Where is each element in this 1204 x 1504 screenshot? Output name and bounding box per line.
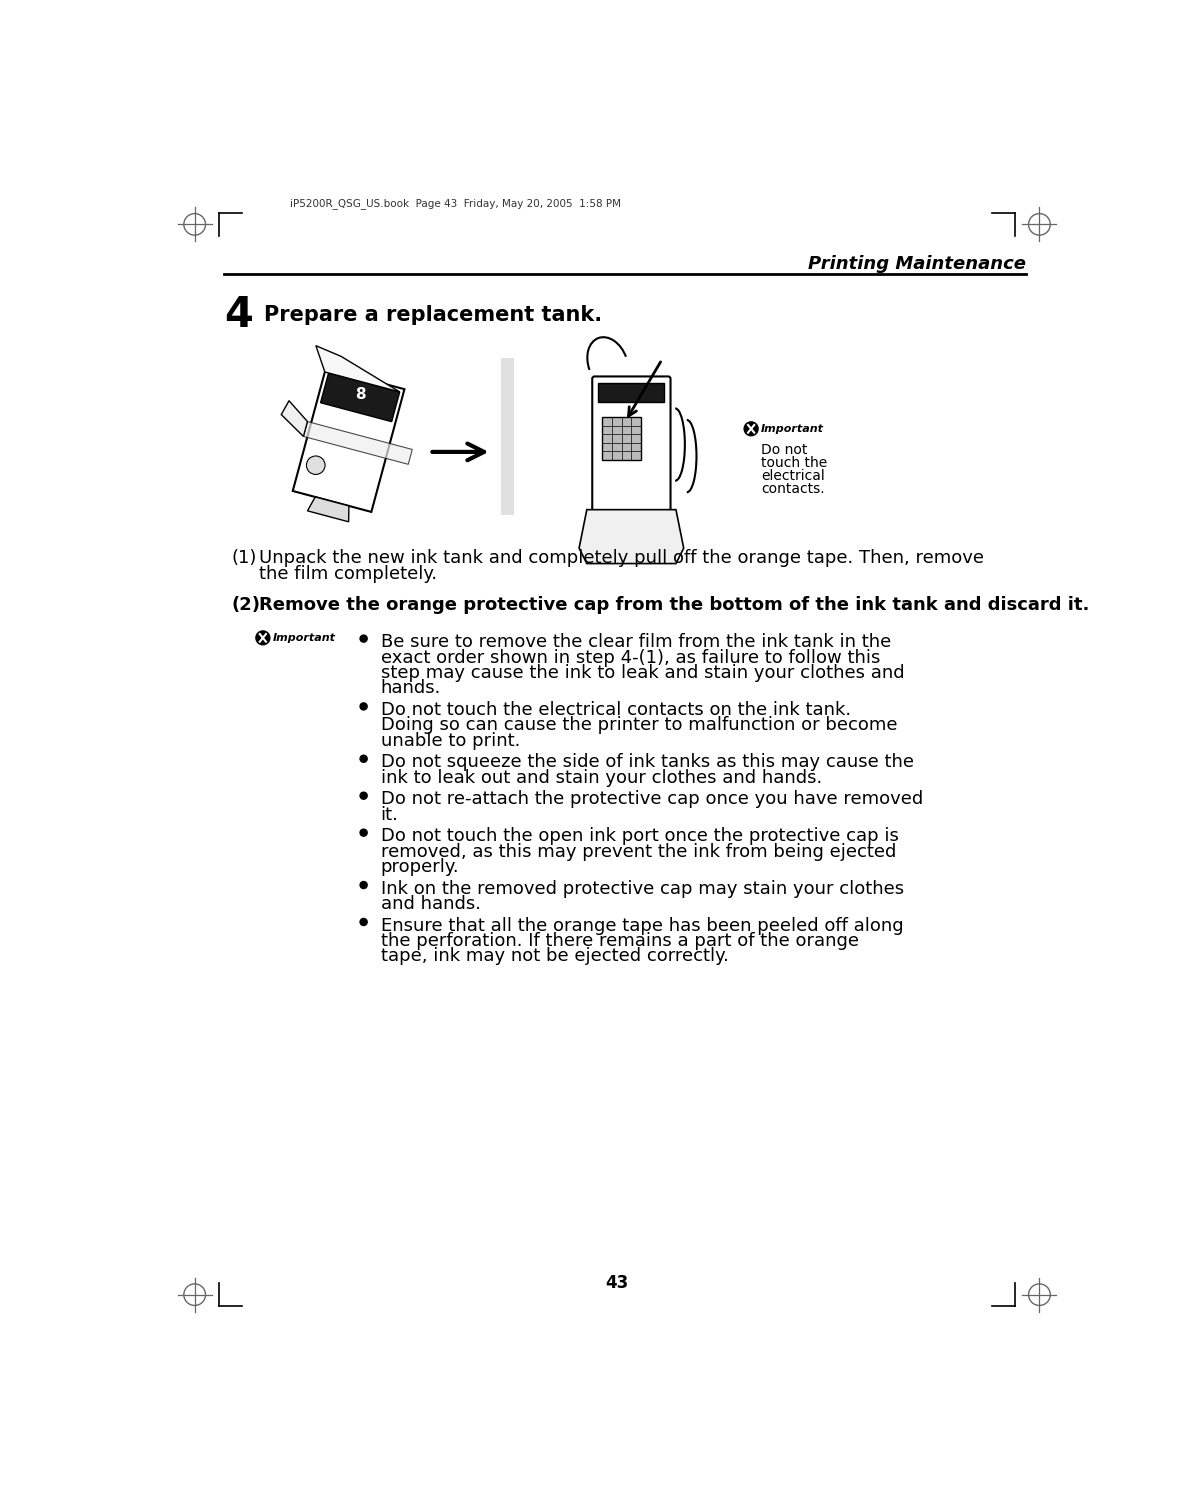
Circle shape [359, 702, 368, 710]
Text: Important: Important [761, 424, 825, 433]
Text: Ensure that all the orange tape has been peeled off along: Ensure that all the orange tape has been… [380, 916, 903, 934]
Circle shape [359, 829, 368, 836]
Text: ink to leak out and stain your clothes and hands.: ink to leak out and stain your clothes a… [380, 769, 822, 787]
Text: removed, as this may prevent the ink from being ejected: removed, as this may prevent the ink fro… [380, 842, 896, 860]
Text: Doing so can cause the printer to malfunction or become: Doing so can cause the printer to malfun… [380, 716, 897, 734]
Text: Important: Important [273, 633, 336, 642]
Circle shape [307, 456, 325, 474]
Text: Do not touch the electrical contacts on the ink tank.: Do not touch the electrical contacts on … [380, 701, 851, 719]
Circle shape [359, 755, 368, 763]
Circle shape [359, 635, 368, 642]
Bar [610, 510, 653, 523]
Text: unable to print.: unable to print. [380, 732, 520, 750]
Text: contacts.: contacts. [761, 481, 825, 496]
Text: Do not: Do not [761, 442, 808, 457]
Text: Unpack the new ink tank and completely pull off the orange tape. Then, remove: Unpack the new ink tank and completely p… [259, 549, 984, 567]
Circle shape [359, 917, 368, 926]
Text: 8: 8 [355, 388, 366, 403]
Text: Prepare a replacement tank.: Prepare a replacement tank. [265, 305, 602, 325]
Text: exact order shown in step 4-(1), as failure to follow this: exact order shown in step 4-(1), as fail… [380, 648, 880, 666]
Text: properly.: properly. [380, 859, 459, 875]
Text: Do not squeeze the side of ink tanks as this may cause the: Do not squeeze the side of ink tanks as … [380, 754, 914, 772]
Polygon shape [282, 400, 307, 436]
Text: Be sure to remove the clear film from the ink tank in the: Be sure to remove the clear film from th… [380, 633, 891, 651]
Text: 43: 43 [606, 1274, 628, 1292]
Text: electrical: electrical [761, 469, 825, 483]
Text: it.: it. [380, 806, 399, 824]
Bar [602, 417, 641, 460]
Text: hands.: hands. [380, 680, 441, 698]
Circle shape [256, 632, 270, 645]
Text: the film completely.: the film completely. [259, 566, 437, 584]
Polygon shape [500, 358, 515, 516]
Text: iP5200R_QSG_US.book  Page 43  Friday, May 20, 2005  1:58 PM: iP5200R_QSG_US.book Page 43 Friday, May … [290, 199, 621, 209]
Text: the perforation. If there remains a part of the orange: the perforation. If there remains a part… [380, 932, 858, 951]
Polygon shape [579, 510, 684, 564]
Text: tape, ink may not be ejected correctly.: tape, ink may not be ejected correctly. [380, 948, 728, 966]
Text: Do not touch the open ink port once the protective cap is: Do not touch the open ink port once the … [380, 827, 898, 845]
Text: Do not re-attach the protective cap once you have removed: Do not re-attach the protective cap once… [380, 790, 923, 808]
Circle shape [359, 881, 368, 889]
Polygon shape [307, 496, 349, 522]
Text: touch the: touch the [761, 456, 827, 469]
Text: 4: 4 [224, 295, 253, 337]
Polygon shape [320, 373, 400, 421]
Text: Printing Maintenance: Printing Maintenance [808, 254, 1026, 272]
Text: and hands.: and hands. [380, 895, 480, 913]
Text: (1): (1) [232, 549, 258, 567]
Text: Ink on the removed protective cap may stain your clothes: Ink on the removed protective cap may st… [380, 880, 904, 898]
FancyBboxPatch shape [592, 376, 671, 511]
Bar [598, 382, 665, 402]
Polygon shape [315, 346, 400, 393]
Text: (2): (2) [232, 596, 261, 614]
Circle shape [744, 423, 759, 436]
Text: step may cause the ink to leak and stain your clothes and: step may cause the ink to leak and stain… [380, 665, 904, 681]
Circle shape [359, 791, 368, 800]
Polygon shape [293, 368, 405, 511]
Polygon shape [303, 421, 412, 465]
Text: Remove the orange protective cap from the bottom of the ink tank and discard it.: Remove the orange protective cap from th… [259, 596, 1090, 614]
